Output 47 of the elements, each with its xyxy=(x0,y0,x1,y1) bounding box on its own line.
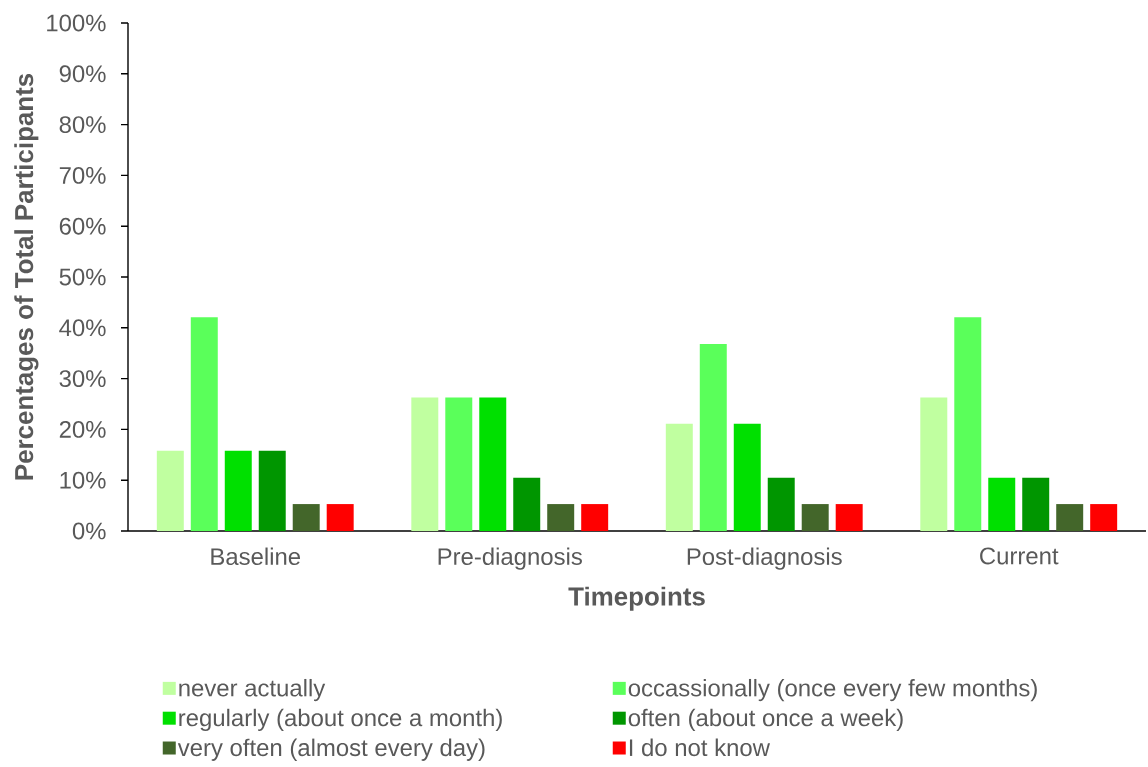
y-tick-label: 30% xyxy=(59,370,106,388)
x-tick-label: Current xyxy=(980,547,1059,565)
legend-label: never actually xyxy=(179,678,326,702)
y-tick-label: 60% xyxy=(59,217,106,235)
bar xyxy=(767,477,795,531)
bar xyxy=(665,423,693,531)
y-tick-label: 80% xyxy=(59,116,106,134)
bar xyxy=(835,504,863,531)
bar xyxy=(1022,477,1050,531)
bar xyxy=(1090,504,1118,531)
legend-label: regularly (about once a month) xyxy=(179,708,502,732)
bar xyxy=(733,423,761,531)
y-tick-label: 10% xyxy=(60,471,106,489)
y-axis-title: Percentages of Total Participants xyxy=(14,73,39,480)
bar xyxy=(411,397,439,531)
y-tick-label: 70% xyxy=(59,166,106,184)
bar xyxy=(547,504,575,531)
legend-label: often (about once a week) xyxy=(628,708,903,732)
bar xyxy=(801,504,829,531)
y-tick-label: 90% xyxy=(59,65,106,83)
y-tick-label: 100% xyxy=(47,14,106,32)
y-tick-label: 50% xyxy=(59,268,106,286)
x-tick-label: Post-diagnosis xyxy=(687,547,842,570)
y-tick-label: 40% xyxy=(59,319,106,337)
bar xyxy=(445,397,473,531)
bar xyxy=(920,397,948,531)
bar xyxy=(954,317,982,531)
x-axis-title: Timepoints xyxy=(568,586,705,611)
bar xyxy=(224,450,252,531)
bar xyxy=(292,504,320,531)
bar xyxy=(190,317,218,531)
bar xyxy=(1056,504,1084,531)
x-tick-label: Pre-diagnosis xyxy=(438,547,582,570)
bar xyxy=(258,450,286,531)
legend-label: occassionally (once every few months) xyxy=(628,678,1037,702)
bar xyxy=(479,397,507,531)
bar xyxy=(581,504,609,531)
legend-label: very often (almost every day) xyxy=(177,738,485,761)
x-tick-label: Baseline xyxy=(211,547,301,566)
bar xyxy=(513,477,541,531)
legend-label: I do not know xyxy=(629,738,771,757)
bar xyxy=(988,477,1016,531)
bar xyxy=(156,450,184,531)
bar xyxy=(326,504,354,531)
bar xyxy=(699,344,727,531)
y-tick-label: 20% xyxy=(59,420,106,438)
y-tick-label: 0% xyxy=(72,522,106,540)
